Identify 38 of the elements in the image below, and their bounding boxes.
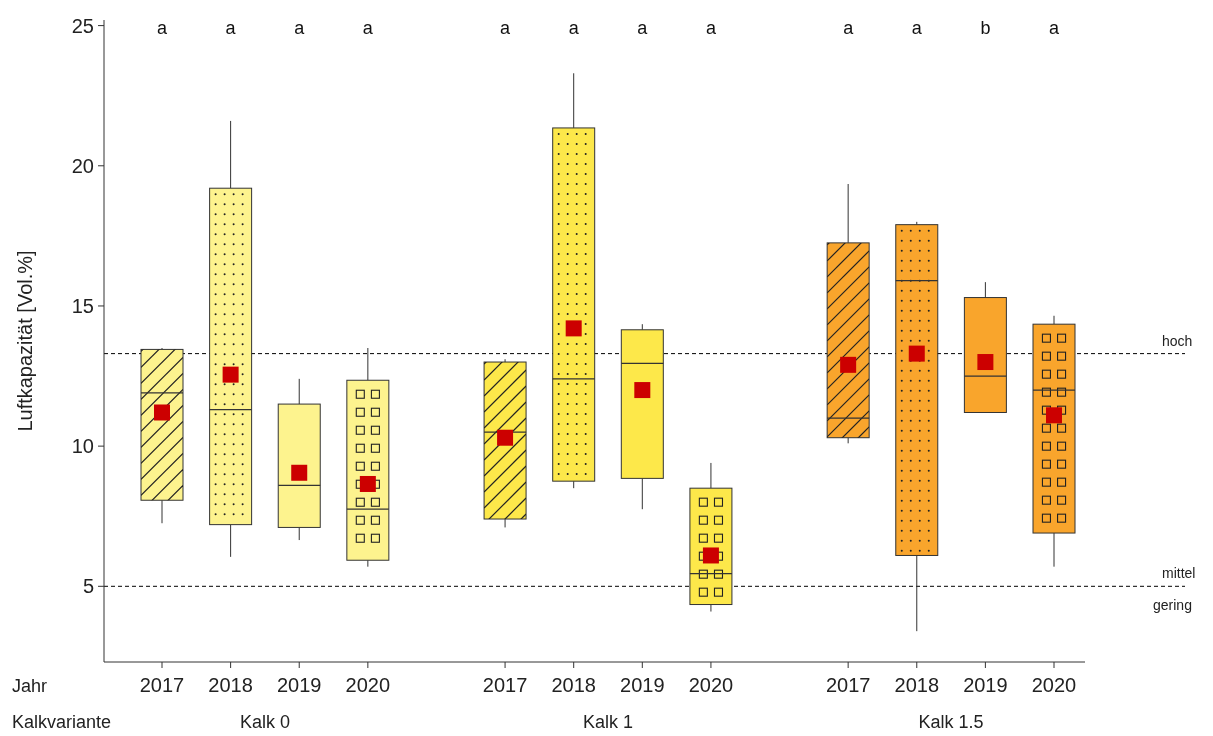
annotation: a bbox=[1048, 18, 1060, 38]
x-tick-label: 2019 bbox=[620, 674, 665, 696]
text: Kalk 1.5 bbox=[918, 712, 984, 732]
x-tick-label: 2018 bbox=[551, 674, 596, 696]
ref-line-label: hoch bbox=[1162, 332, 1193, 349]
annotation: a bbox=[911, 18, 923, 38]
x-tick-label: 2019 bbox=[963, 674, 1008, 696]
ref-line-label: mittel bbox=[1162, 565, 1196, 582]
annotation: a bbox=[705, 18, 717, 38]
x-axis-title: Jahr bbox=[12, 676, 48, 696]
annotation: a bbox=[637, 18, 649, 38]
y-tick-label: 20 bbox=[71, 154, 94, 177]
x-tick-label: 2019 bbox=[276, 674, 322, 696]
annotation: a bbox=[294, 18, 306, 38]
text: Kalkvariante bbox=[12, 712, 112, 732]
x-tick-label: 2017 bbox=[139, 674, 185, 696]
annotation: a bbox=[156, 18, 168, 38]
x-tick-label: 2020 bbox=[1031, 674, 1077, 696]
annotation: a bbox=[843, 18, 855, 38]
annotation: gering bbox=[1153, 597, 1192, 614]
annotation: a bbox=[568, 18, 580, 38]
x-tick-label: 2017 bbox=[482, 674, 528, 696]
annotation: a bbox=[362, 18, 374, 38]
x-tick-label: 2017 bbox=[825, 674, 871, 696]
text: Kalk 1 bbox=[582, 712, 634, 732]
y-axis-title: Luftkapazität [Vol.%] bbox=[14, 250, 36, 432]
x-tick-label: 2018 bbox=[894, 674, 940, 696]
text: Kalk 0 bbox=[239, 712, 290, 732]
y-tick-label: 10 bbox=[71, 435, 94, 458]
x-tick-label: 2018 bbox=[208, 674, 253, 696]
y-tick-label: 25 bbox=[71, 14, 94, 37]
x-tick-label: 2020 bbox=[688, 674, 734, 696]
annotation: a bbox=[500, 18, 512, 38]
annotation: a bbox=[225, 18, 237, 38]
annotation: b bbox=[980, 18, 991, 38]
y-tick-label: 15 bbox=[71, 294, 94, 317]
y-tick-label: 5 bbox=[82, 575, 94, 598]
x-tick-label: 2020 bbox=[345, 674, 391, 696]
